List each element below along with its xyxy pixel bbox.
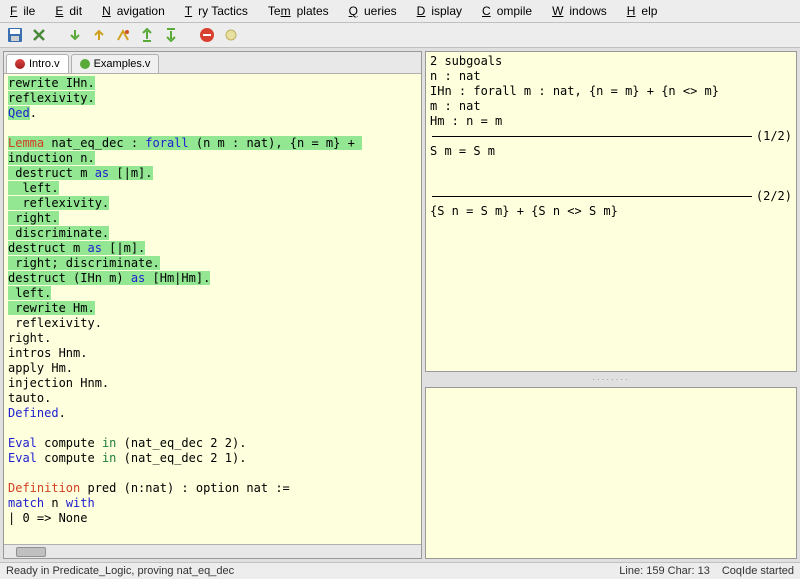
goto-cursor-icon[interactable]: [114, 26, 132, 44]
splitter-handle[interactable]: ········: [425, 375, 797, 384]
tab-bar: Intro.v Examples.v: [4, 52, 421, 74]
menu-file[interactable]: File: [4, 2, 47, 20]
menu-templates[interactable]: Templates: [262, 2, 341, 20]
tab-examples[interactable]: Examples.v: [71, 54, 160, 73]
menu-try-tactics[interactable]: Try Tactics: [179, 2, 260, 20]
menu-windows[interactable]: Windows: [546, 2, 619, 20]
stop-icon[interactable]: [198, 26, 216, 44]
go-end-icon[interactable]: [162, 26, 180, 44]
coq-file-icon: [80, 59, 90, 69]
arrow-down-icon[interactable]: [66, 26, 84, 44]
goals-pane[interactable]: 2 subgoals n : nat IHn : forall m : nat,…: [425, 51, 797, 372]
restart-icon[interactable]: [138, 26, 156, 44]
menu-display[interactable]: Display: [411, 2, 474, 20]
editor-panel: Intro.v Examples.v rewrite IHn.reflexivi…: [3, 51, 422, 559]
status-coqide: CoqIde started: [722, 565, 794, 577]
menubar: File Edit Navigation Try Tactics Templat…: [0, 0, 800, 23]
right-panel: 2 subgoals n : nat IHn : forall m : nat,…: [425, 51, 797, 559]
tab-label: Examples.v: [94, 58, 151, 70]
main-area: Intro.v Examples.v rewrite IHn.reflexivi…: [0, 48, 800, 562]
tab-label: Intro.v: [29, 58, 60, 70]
menu-compile[interactable]: Compile: [476, 2, 544, 20]
code-editor[interactable]: rewrite IHn.reflexivity.Qed. Lemma nat_e…: [4, 74, 421, 544]
arrow-up-icon[interactable]: [90, 26, 108, 44]
info-icon[interactable]: [222, 26, 240, 44]
menu-help[interactable]: Help: [621, 2, 670, 20]
menu-navigation[interactable]: Navigation: [96, 2, 177, 20]
status-text: Ready in Predicate_Logic, proving nat_eq…: [6, 565, 234, 577]
menu-queries[interactable]: Queries: [343, 2, 409, 20]
toolbar: [0, 23, 800, 48]
tab-intro[interactable]: Intro.v: [6, 54, 69, 73]
status-line: Line: 159 Char: 13: [619, 565, 710, 577]
close-icon[interactable]: [30, 26, 48, 44]
coq-file-icon: [15, 59, 25, 69]
horizontal-scrollbar[interactable]: [4, 544, 421, 558]
menu-edit[interactable]: Edit: [49, 2, 94, 20]
save-icon[interactable]: [6, 26, 24, 44]
status-bar: Ready in Predicate_Logic, proving nat_eq…: [0, 562, 800, 579]
messages-pane[interactable]: [425, 387, 797, 559]
